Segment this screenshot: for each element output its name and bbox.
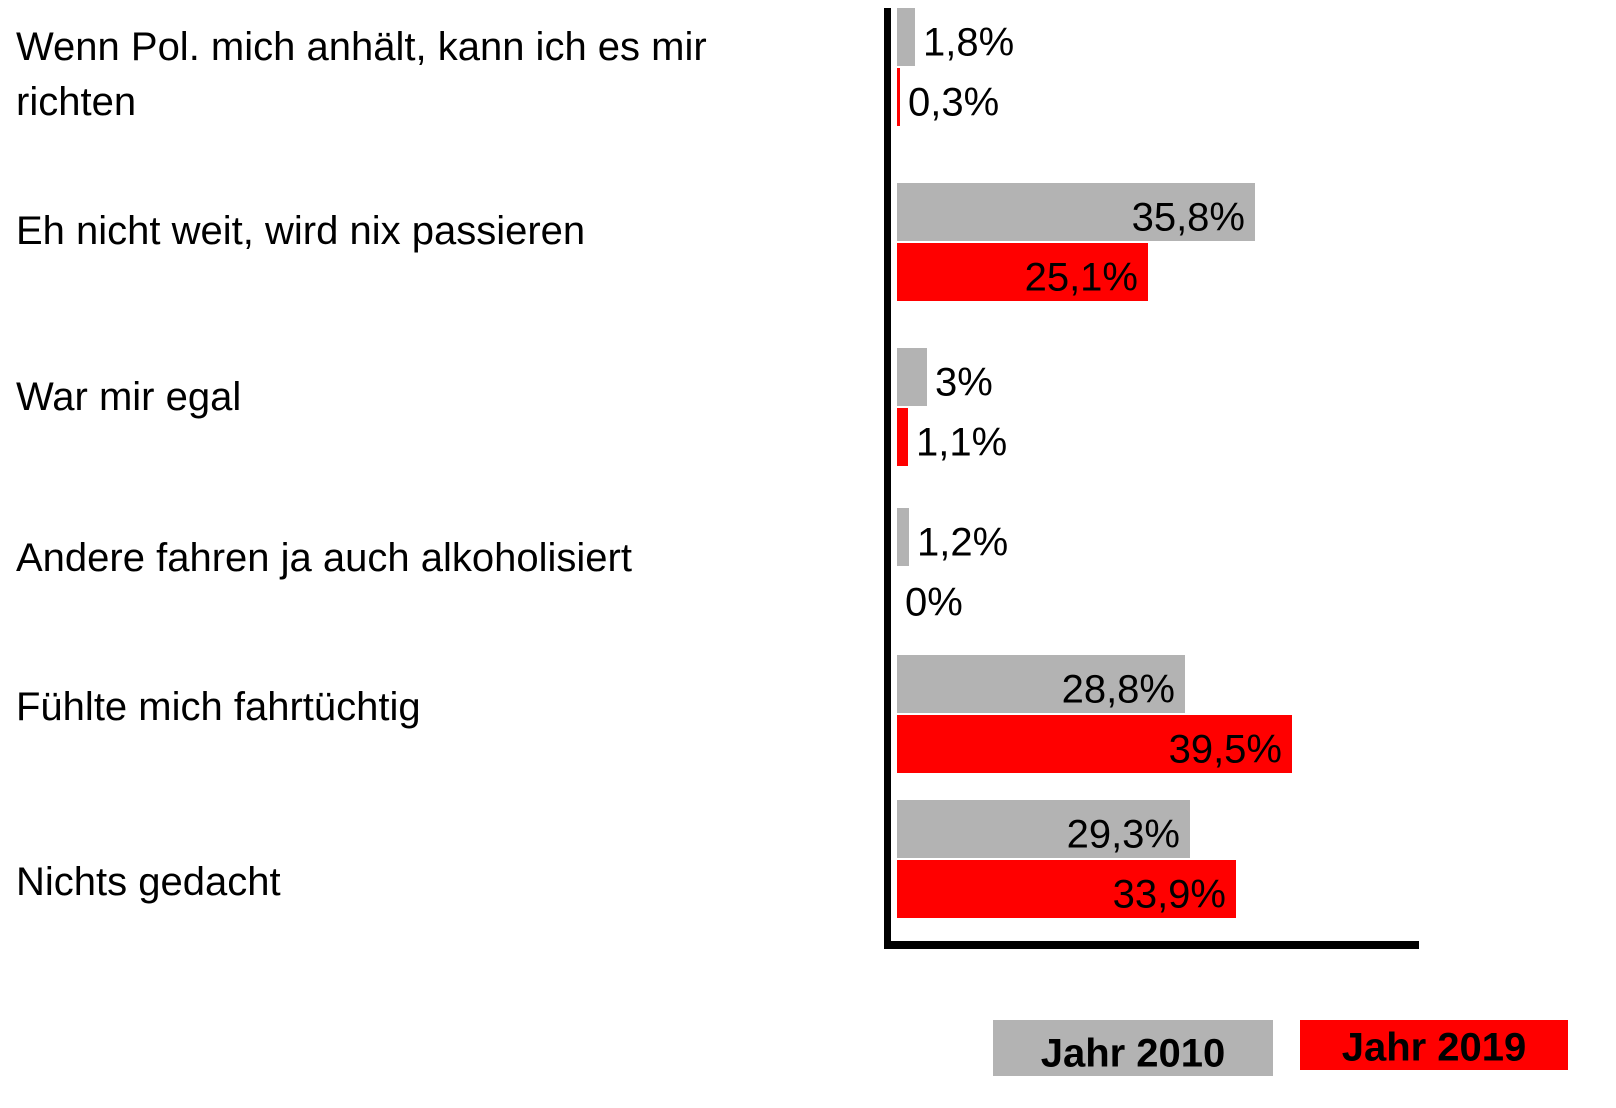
legend-label: Jahr 2010 bbox=[1041, 1032, 1226, 1076]
value-label: 33,9% bbox=[1113, 873, 1226, 917]
value-label: 35,8% bbox=[1132, 196, 1245, 240]
bar bbox=[897, 860, 1236, 918]
value-label: 29,3% bbox=[1067, 813, 1180, 857]
category-label: War mir egal bbox=[16, 375, 242, 419]
value-label: 25,1% bbox=[1025, 256, 1138, 300]
value-label: 0% bbox=[905, 581, 963, 625]
category-label: Nichts gedacht bbox=[16, 860, 281, 904]
bar bbox=[897, 408, 908, 466]
value-label: 1,8% bbox=[923, 21, 1014, 65]
bar bbox=[897, 243, 1148, 301]
value-label: 3% bbox=[935, 361, 993, 405]
bar bbox=[897, 68, 900, 126]
value-label: 1,1% bbox=[916, 421, 1007, 465]
bar bbox=[897, 8, 915, 66]
value-label: 39,5% bbox=[1169, 728, 1282, 772]
bar bbox=[897, 800, 1190, 858]
bar bbox=[897, 715, 1292, 773]
value-label: 28,8% bbox=[1062, 668, 1175, 712]
category-label: Wenn Pol. mich anhält, kann ich es mir r… bbox=[16, 25, 707, 124]
bar bbox=[897, 508, 909, 566]
legend-swatch bbox=[993, 1020, 1273, 1076]
y-axis bbox=[884, 8, 891, 949]
value-label: 0,3% bbox=[908, 81, 999, 125]
legend-label: Jahr 2019 bbox=[1342, 1026, 1527, 1070]
x-axis bbox=[888, 941, 1419, 949]
bar bbox=[897, 655, 1185, 713]
category-label: Fühlte mich fahrtüchtig bbox=[16, 685, 421, 729]
bar bbox=[897, 183, 1255, 241]
category-label: Eh nicht weit, wird nix passieren bbox=[16, 209, 586, 253]
legend-swatch bbox=[1300, 1020, 1568, 1070]
value-label: 1,2% bbox=[917, 521, 1008, 565]
bar bbox=[897, 348, 927, 406]
category-label: Andere fahren ja auch alkoholisiert bbox=[16, 536, 632, 580]
